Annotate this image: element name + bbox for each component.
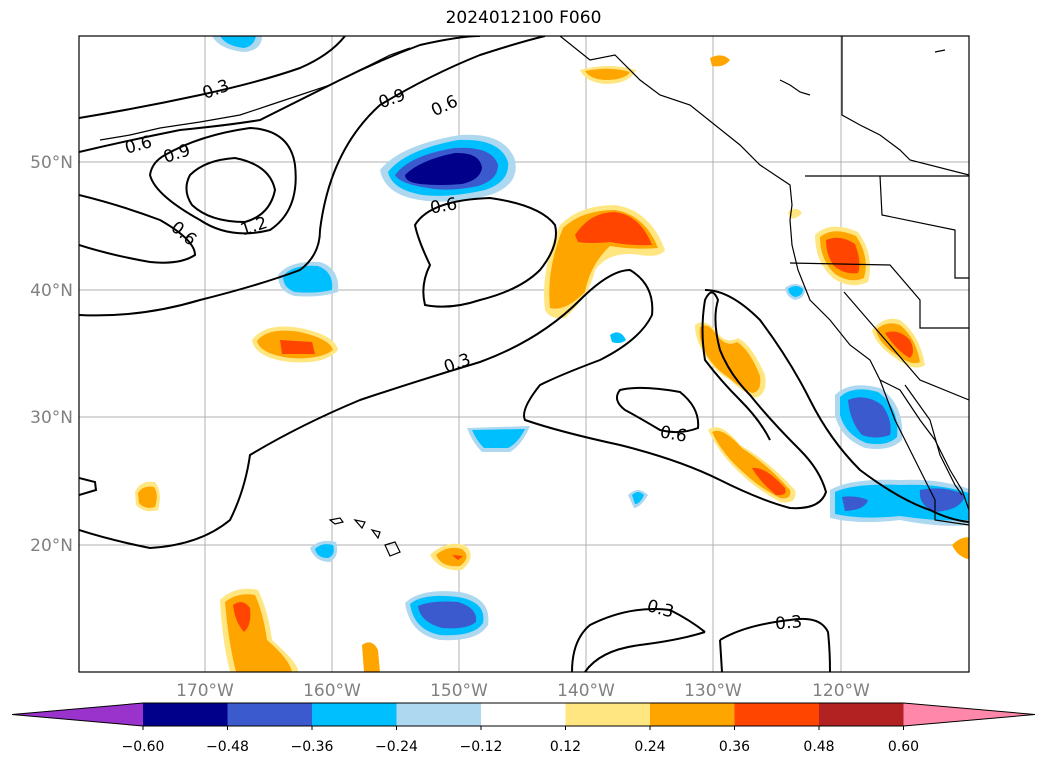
colorbar-segment bbox=[819, 703, 904, 726]
shaded-field bbox=[135, 36, 969, 672]
colorbar-segment bbox=[565, 703, 651, 726]
lat-label-50n: 50°N bbox=[30, 153, 73, 173]
map-title: 2024012100 F060 bbox=[445, 8, 602, 28]
colorbar-extend-min bbox=[12, 703, 143, 726]
colorbar-segment bbox=[143, 703, 228, 726]
colorbar-segment bbox=[481, 703, 566, 726]
map-area bbox=[79, 36, 969, 672]
colorbar-tick-label: −0.36 bbox=[291, 739, 334, 755]
colorbar-segment bbox=[227, 703, 313, 726]
colorbar-tick-label: 0.48 bbox=[803, 739, 834, 755]
colorbar-tick-label: 0.36 bbox=[719, 739, 750, 755]
colorbar-segment bbox=[312, 703, 397, 726]
colorbar-extend-max bbox=[903, 703, 1035, 726]
lon-label-150w: 150°W bbox=[430, 681, 488, 701]
lat-label-30n: 30°N bbox=[30, 408, 73, 428]
colorbar-tick-label: −0.60 bbox=[122, 739, 165, 755]
colorbar-tick-label: −0.48 bbox=[206, 739, 249, 755]
colorbar-tick-label: −0.24 bbox=[375, 739, 418, 755]
longitude-labels: 170°W 160°W 150°W 140°W 130°W 120°W bbox=[176, 681, 870, 701]
colorbar: −0.60 −0.48 −0.36 −0.24 −0.12 0.12 0.24 0.36 0.4… bbox=[11, 702, 1036, 755]
lat-label-40n: 40°N bbox=[30, 281, 73, 301]
colorbar-tick-label: −0.12 bbox=[460, 739, 503, 755]
map-frame bbox=[78, 35, 970, 673]
colorbar-tick-label: 0.12 bbox=[550, 739, 581, 755]
colorbar-segment bbox=[396, 703, 482, 726]
colorbar-tick-label: 0.24 bbox=[634, 739, 665, 755]
latitude-labels: 50°N 40°N 30°N 20°N bbox=[30, 153, 73, 556]
contour-label: 0.6 bbox=[658, 422, 688, 446]
lon-label-140w: 140°W bbox=[557, 681, 615, 701]
lon-label-170w: 170°W bbox=[176, 681, 234, 701]
colorbar-segment bbox=[734, 703, 820, 726]
colorbar-tick-label: 0.60 bbox=[888, 739, 919, 755]
lon-label-130w: 130°W bbox=[684, 681, 742, 701]
contour-lines bbox=[79, 36, 969, 672]
colorbar-segment bbox=[650, 703, 735, 726]
lon-label-160w: 160°W bbox=[303, 681, 361, 701]
coastlines bbox=[99, 36, 969, 557]
lat-label-20n: 20°N bbox=[30, 536, 73, 556]
contour-label: 0.3 bbox=[774, 612, 803, 634]
lon-label-120w: 120°W bbox=[812, 681, 870, 701]
contour-label: 0.6 bbox=[429, 194, 459, 218]
